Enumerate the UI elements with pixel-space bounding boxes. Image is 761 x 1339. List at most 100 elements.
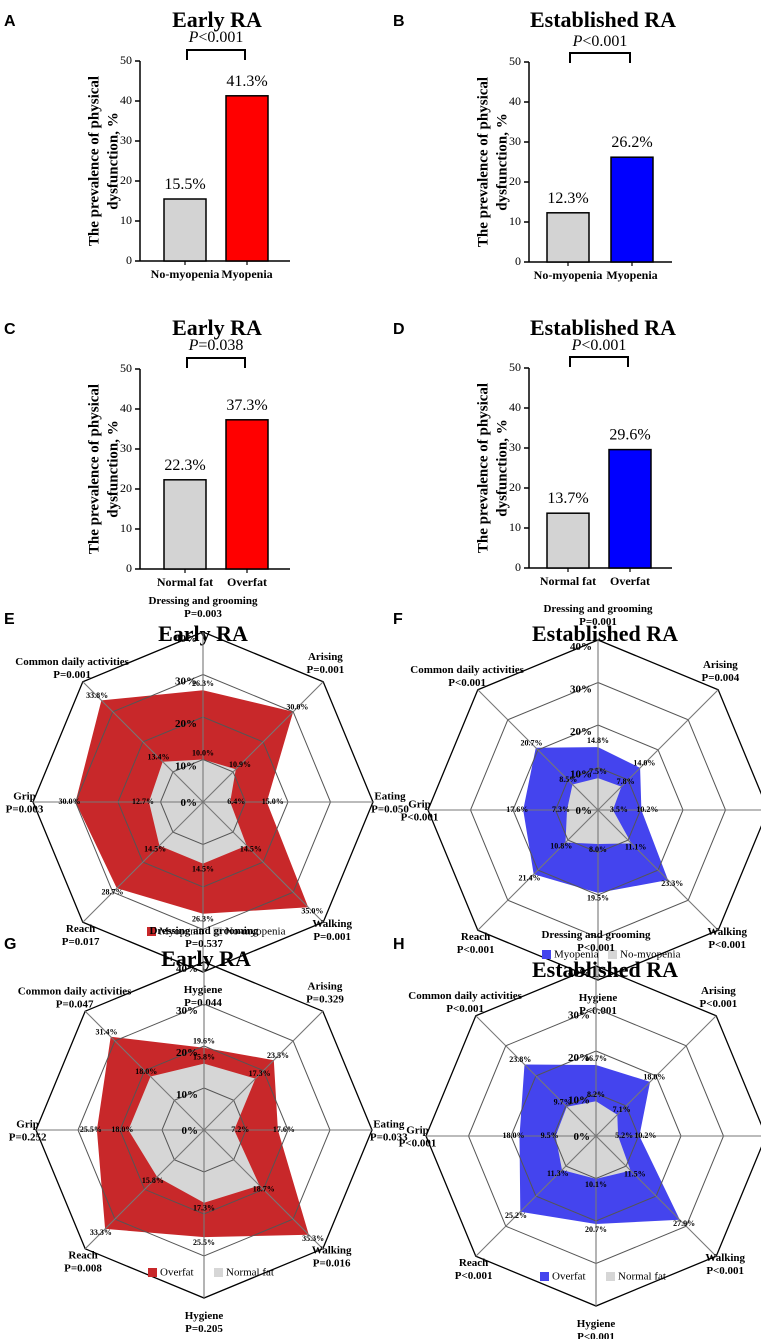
bar-data-label: 13.7%	[547, 490, 588, 507]
y-axis-label-line2: dysfunction, %	[105, 420, 121, 518]
legend-swatch-inner	[213, 927, 222, 936]
y-tick-label: 30	[509, 134, 521, 148]
legend-swatch-outer	[542, 950, 551, 959]
y-tick-label: 30	[120, 441, 132, 455]
axis-pvalue: P=0.001	[53, 669, 91, 681]
outer-value-label: 30.0%	[59, 797, 81, 806]
x-tick-label: Myopenia	[606, 268, 657, 282]
axis-label: Grip	[13, 790, 36, 802]
panel-label: C	[4, 321, 16, 338]
axis-pvalue: P=0.001	[579, 616, 617, 628]
radar-chart-e: E Early RA 0% 10% 20% 30% 40% Dressing and groo…	[4, 595, 409, 1009]
axis-label: Arising	[308, 981, 343, 993]
outer-value-label: 25.5%	[80, 1125, 102, 1134]
outer-value-label: 23.3%	[661, 879, 683, 888]
legend-swatch-inner	[214, 1268, 223, 1277]
axis-label: Walking	[312, 918, 352, 930]
bar	[610, 156, 654, 263]
axis-label: Common daily activities	[18, 986, 132, 998]
outer-value-label: 23.8%	[509, 1055, 531, 1064]
axis-pvalue: P=0.001	[313, 931, 351, 943]
bar	[163, 479, 207, 570]
outer-value-label: 26.3%	[192, 679, 214, 688]
y-tick-label: 50	[120, 361, 132, 375]
y-tick-label: 50	[120, 53, 132, 67]
ring-label: 40%	[568, 967, 590, 979]
bar	[546, 212, 590, 263]
bar-chart-c: C Early RA 0 10 20 30 40 50 The prevalence of ph…	[4, 315, 290, 589]
axis-label: Dressing and grooming	[149, 925, 259, 937]
inner-value-label: 9.7%	[554, 1097, 572, 1106]
inner-value-label: 10.0%	[192, 748, 214, 757]
axis-pvalue: P<0.001	[399, 1137, 437, 1149]
chart-title: Early RA	[172, 7, 262, 32]
y-axis-label-line2: dysfunction, %	[105, 112, 121, 210]
p-value-prefix: P	[188, 337, 199, 354]
ring-label: 0%	[181, 797, 198, 809]
axis-label: Dressing and grooming	[541, 929, 651, 941]
axis-pvalue: P<0.001	[708, 939, 746, 951]
axis-pvalue: P<0.001	[457, 944, 495, 956]
axis-label: Common daily activities	[408, 990, 522, 1002]
legend-label-inner: Normal fat	[618, 1271, 666, 1283]
p-value-prefix: P	[572, 33, 583, 50]
axis-pvalue: P=0.017	[62, 936, 100, 948]
y-axis-label-line1: The prevalence of physical	[475, 383, 491, 553]
axis-label: Eating	[374, 790, 406, 802]
significance-bracket	[569, 356, 629, 367]
bar-data-label: 41.3%	[226, 73, 267, 90]
axis-pvalue: P=0.205	[185, 1323, 223, 1335]
outer-value-label: 18.0%	[503, 1131, 525, 1140]
p-value-text: <0.001	[581, 337, 626, 354]
axis-pvalue: P<0.001	[401, 811, 439, 823]
x-tick-label: Normal fat	[157, 575, 213, 589]
outer-value-label: 21.4%	[518, 873, 540, 882]
outer-value-label: 33.3%	[90, 1228, 112, 1237]
axis-pvalue: P=0.050	[371, 803, 409, 815]
inner-value-label: 12.7%	[132, 797, 154, 806]
chart-title: Early RA	[161, 946, 251, 971]
legend-label-outer: Overfat	[552, 1271, 586, 1283]
legend-label-inner: Normal fat	[226, 1267, 274, 1279]
axis-pvalue: P=0.001	[307, 664, 345, 676]
y-tick-label: 20	[509, 174, 521, 188]
axis-label: Hygiene	[579, 992, 618, 1004]
chart-title: Established RA	[530, 315, 676, 340]
p-value-label: P<0.001	[572, 33, 628, 50]
inner-value-label: 5.2%	[615, 1131, 633, 1140]
significance-bracket	[186, 49, 246, 60]
legend-label-inner: No-myopenia	[225, 926, 286, 938]
outer-value-label: 16.7%	[585, 1054, 607, 1063]
outer-value-label: 19.5%	[587, 894, 609, 903]
axis-label: Common daily activities	[15, 656, 129, 668]
inner-value-label: 10.1%	[585, 1180, 607, 1189]
grid-spoke	[597, 689, 719, 811]
ring-label: 10%	[568, 1095, 590, 1107]
outer-value-label: 23.5%	[267, 1051, 289, 1060]
chart-title: Established RA	[530, 7, 676, 32]
outer-value-label: 17.6%	[273, 1125, 295, 1134]
axis-label: Walking	[705, 1252, 745, 1264]
x-tick-label: Overfat	[227, 575, 267, 589]
inner-value-label: 9.5%	[541, 1131, 559, 1140]
inner-value-label: 7.2%	[231, 1125, 249, 1134]
bar	[546, 512, 590, 569]
outer-value-label: 25.2%	[505, 1211, 527, 1220]
outer-value-label: 30.0%	[286, 702, 308, 711]
inner-value-label: 10.9%	[229, 760, 251, 769]
outer-value-label: 26.3%	[192, 915, 214, 924]
grid-spoke	[477, 809, 599, 931]
outer-value-label: 20.7%	[521, 738, 543, 747]
x-tick-label: Overfat	[610, 574, 650, 588]
legend-label-outer: Overfat	[160, 1267, 194, 1279]
axis-label: Common daily activities	[410, 664, 524, 676]
ring-label: 20%	[568, 1052, 590, 1064]
axis-pvalue: P=0.008	[64, 1262, 102, 1274]
axis-label: Hygiene	[577, 1318, 616, 1330]
panel-label: B	[393, 13, 405, 30]
grid-spoke	[82, 801, 204, 923]
inner-value-label: 10.8%	[550, 842, 572, 851]
y-tick-label: 40	[509, 94, 521, 108]
bar	[225, 419, 269, 570]
